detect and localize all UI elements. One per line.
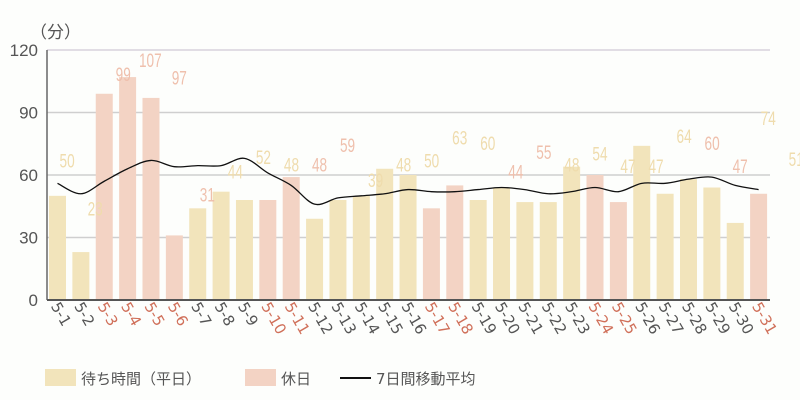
bar-weekday [376,168,394,300]
bar-weekday [563,166,581,300]
data-label: 48 [312,154,327,176]
bar-weekday [656,193,674,300]
bar-weekday [72,252,90,300]
bar-weekday [329,200,347,300]
x-tick-label: 5-4 [117,299,145,329]
bar-weekday [235,200,253,300]
data-label: 44 [508,161,523,183]
y-tick-labels: 0 30 60 90 120 [10,41,38,310]
data-label: 55 [536,141,551,163]
data-label: 52 [256,147,271,169]
legend: 待ち時間（平日） 休日 7日間移動平均 [45,369,476,388]
bar-holiday [142,97,160,301]
y-tick-label: 0 [29,291,38,310]
bar-holiday [259,200,277,300]
y-axis-label: （分） [30,23,81,42]
data-label: 48 [564,154,579,176]
data-label: 47 [648,156,663,178]
data-label: 107 [139,49,162,71]
bar-weekday [726,222,744,300]
x-tick-label: 5-7 [187,299,215,329]
bar-weekday [189,208,207,300]
legend-swatch-holiday [245,369,276,386]
bar-holiday [165,235,183,300]
y-tick-label: 60 [19,166,38,185]
data-label: 47 [620,156,635,178]
bar-weekday [212,191,230,300]
bar-weekday [703,187,721,300]
axes [46,50,770,301]
data-label: 31 [200,184,215,206]
x-tick-label: 5-8 [211,299,239,329]
legend-swatch-weekday [45,369,76,386]
data-label: 74 [761,108,776,130]
data-label: 47 [733,156,748,178]
bar-weekday [539,202,557,300]
data-label: 97 [172,67,187,89]
x-tick-label: 5-9 [234,299,262,329]
legend-label-moving-average: 7日間移動平均 [376,370,476,388]
x-tick-label: 5-3 [94,299,122,329]
data-label: 50 [424,150,439,172]
bar-holiday [586,175,604,300]
data-label: 51 [789,149,800,171]
bar-holiday [750,193,768,300]
bar-weekday [679,179,697,300]
bars [49,77,768,301]
bar-holiday [446,185,464,300]
moving-average-line [57,157,759,206]
bar-holiday [609,202,627,300]
bar-holiday [422,208,440,300]
x-tick-label: 5-31 [748,299,781,337]
legend-label-holiday: 休日 [281,370,311,388]
x-tick-label: 5-6 [164,299,192,329]
data-label: 63 [452,127,467,149]
data-label: 48 [284,154,299,176]
bar-holiday [119,77,137,300]
bar-weekday [399,175,417,300]
x-tick-labels: 5-15-25-35-45-55-65-75-85-95-105-115-125… [47,299,781,337]
y-tick-label: 120 [10,41,38,60]
data-label: 44 [228,161,243,183]
bar-holiday [282,177,300,300]
x-tick-label: 5-5 [141,299,169,329]
bar-weekday [352,195,370,300]
bar-weekday [516,202,534,300]
y-tick-label: 90 [19,104,38,123]
data-label: 39 [368,170,383,192]
data-label: 59 [340,134,355,156]
data-label: 54 [592,143,607,165]
y-tick-label: 30 [19,229,38,248]
data-label: 50 [60,150,75,172]
legend-label-weekday: 待ち時間（平日） [81,370,201,388]
data-label: 60 [705,133,720,155]
data-label: 60 [480,133,495,155]
data-label: 48 [396,154,411,176]
bar-weekday [469,200,487,300]
data-label: 99 [116,64,131,86]
data-labels: 50 23 99 107 97 31 44 52 48 48 59 39 48 50 63 60 44 55 48 5… [60,49,800,220]
x-tick-label: 5-2 [70,299,98,329]
x-tick-label: 5-1 [47,299,75,329]
bar-weekday [493,187,511,300]
bar-holiday [95,93,113,300]
bar-weekday [49,195,66,300]
bar-weekday [306,218,324,300]
data-label: 64 [677,126,692,148]
data-label: 23 [88,198,103,220]
